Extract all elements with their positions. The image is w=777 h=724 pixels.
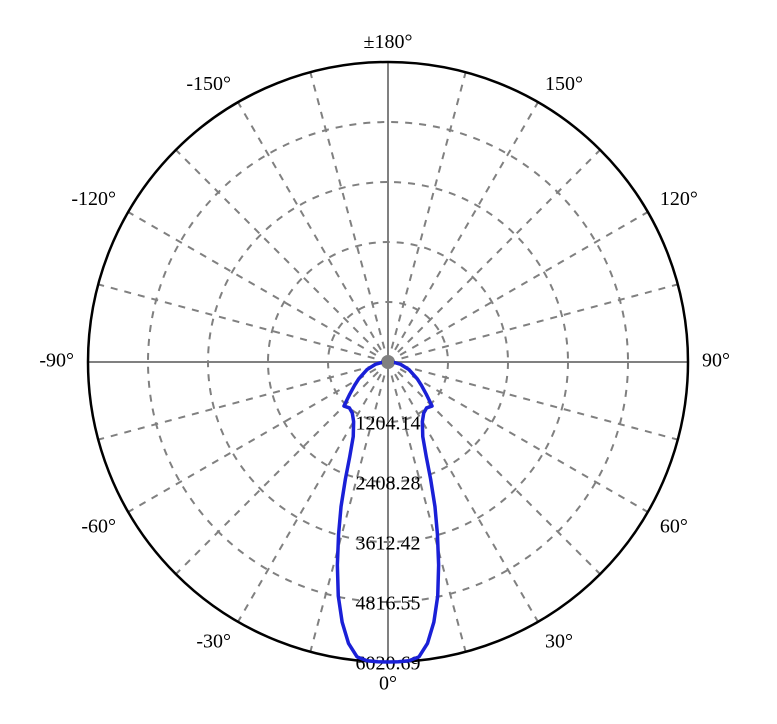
angle-label: 0° bbox=[379, 673, 397, 695]
radial-tick-label: 4816.55 bbox=[356, 593, 421, 615]
angle-label: -120° bbox=[71, 188, 116, 210]
center-dot bbox=[382, 356, 394, 368]
radial-tick-label: 3612.42 bbox=[356, 533, 421, 555]
angle-label: 120° bbox=[660, 188, 698, 210]
angle-label: ±180° bbox=[364, 31, 413, 53]
radial-tick-label: 2408.28 bbox=[356, 473, 421, 495]
angle-label: 150° bbox=[545, 73, 583, 95]
angle-label: -30° bbox=[196, 631, 231, 653]
angle-label: -150° bbox=[186, 73, 231, 95]
polar-chart-svg: 1204.142408.283612.424816.556020.690°30°… bbox=[0, 0, 777, 724]
angle-label: -60° bbox=[81, 516, 116, 538]
angle-label: -90° bbox=[39, 350, 74, 372]
angle-label: 60° bbox=[660, 516, 688, 538]
polar-chart: 1204.142408.283612.424816.556020.690°30°… bbox=[0, 0, 777, 724]
angle-label: 30° bbox=[545, 631, 573, 653]
radial-tick-label: 1204.14 bbox=[356, 413, 421, 435]
angle-label: 90° bbox=[702, 350, 730, 372]
